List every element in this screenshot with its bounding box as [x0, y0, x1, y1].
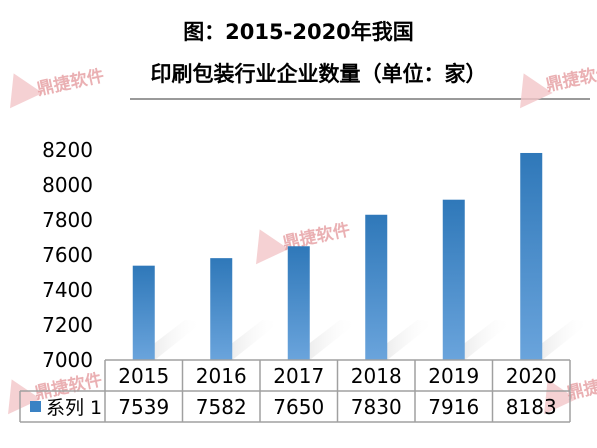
table-value: 7539 — [118, 395, 169, 419]
x-tick-label: 2018 — [351, 364, 402, 388]
y-tick-label: 7000 — [42, 348, 93, 372]
bar — [442, 199, 465, 360]
bar — [520, 152, 543, 360]
y-tick-label: 7800 — [42, 208, 93, 232]
y-tick-label: 7600 — [42, 243, 93, 267]
chart-title-line-1: 图：2015-2020年我国 — [183, 20, 414, 44]
x-tick-label: 2017 — [273, 364, 324, 388]
table-value: 8183 — [506, 395, 557, 419]
bar — [210, 258, 233, 360]
y-tick-label: 8200 — [42, 138, 93, 162]
x-tick-label: 2016 — [196, 364, 247, 388]
table-value: 7830 — [351, 395, 402, 419]
bar — [132, 265, 155, 360]
legend-label: 系列 1 — [46, 397, 102, 419]
chart-title-line-2: 印刷包装行业企业数量（单位：家） — [150, 62, 487, 86]
y-tick-label: 7200 — [42, 313, 93, 337]
x-tick-label: 2020 — [506, 364, 557, 388]
table-value: 7582 — [196, 395, 247, 419]
x-tick-label: 2015 — [118, 364, 169, 388]
title-underline — [130, 98, 590, 100]
x-tick-label: 2019 — [428, 364, 479, 388]
table-value: 7916 — [428, 395, 479, 419]
bar — [365, 214, 388, 360]
legend-swatch — [30, 401, 41, 412]
table-value: 7650 — [273, 395, 324, 419]
y-tick-label: 8000 — [42, 173, 93, 197]
y-tick-label: 7400 — [42, 278, 93, 302]
bar — [287, 246, 310, 360]
